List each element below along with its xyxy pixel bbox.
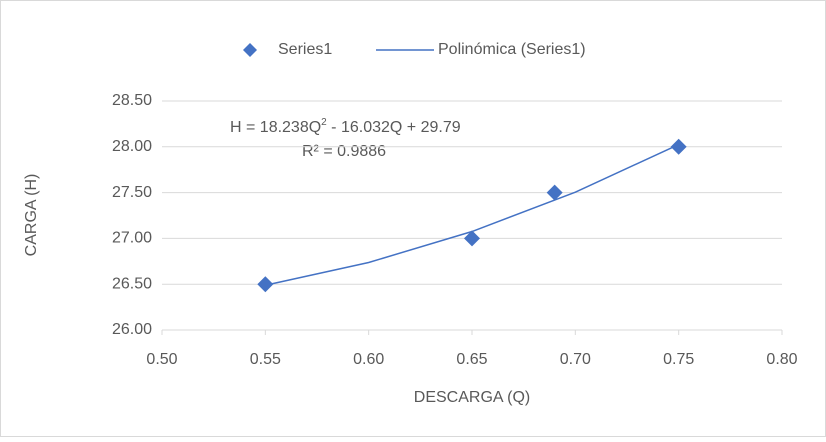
x-tick-label: 0.80 — [766, 351, 797, 368]
legend-marker — [243, 43, 257, 57]
equation-part: H = 18.238Q — [230, 119, 321, 136]
point — [546, 184, 563, 201]
point — [464, 230, 480, 247]
legend-label: Series1 — [278, 41, 332, 58]
equation-part: - 16.032Q + 29.79 — [327, 119, 461, 136]
point — [257, 276, 274, 293]
x-tick-label: 0.55 — [250, 351, 281, 368]
y-tick-label: 27.00 — [112, 230, 152, 247]
legend-label: Polinómica (Series1) — [438, 41, 586, 58]
y-axis-label: CARGA (H) — [23, 174, 40, 257]
r-squared: R² = 0.9886 — [302, 143, 386, 160]
x-tick-label: 0.65 — [456, 351, 487, 368]
x-tick-label: 0.75 — [663, 351, 694, 368]
x-tick-label: 0.50 — [146, 351, 177, 368]
y-tick-label: 27.50 — [112, 184, 152, 201]
x-tick-label: 0.60 — [353, 351, 384, 368]
y-tick-label: 26.00 — [112, 321, 152, 338]
y-tick-label: 28.50 — [112, 92, 152, 109]
equation-part: 2 — [321, 117, 327, 128]
y-tick-label: 26.50 — [112, 275, 152, 292]
y-tick-label: 28.00 — [112, 138, 152, 155]
x-axis-label: DESCARGA (Q) — [414, 389, 530, 406]
x-tick-label: 0.70 — [560, 351, 591, 368]
equation: H = 18.238Q2 - 16.032Q + 29.79 — [230, 117, 461, 137]
point — [670, 138, 687, 155]
